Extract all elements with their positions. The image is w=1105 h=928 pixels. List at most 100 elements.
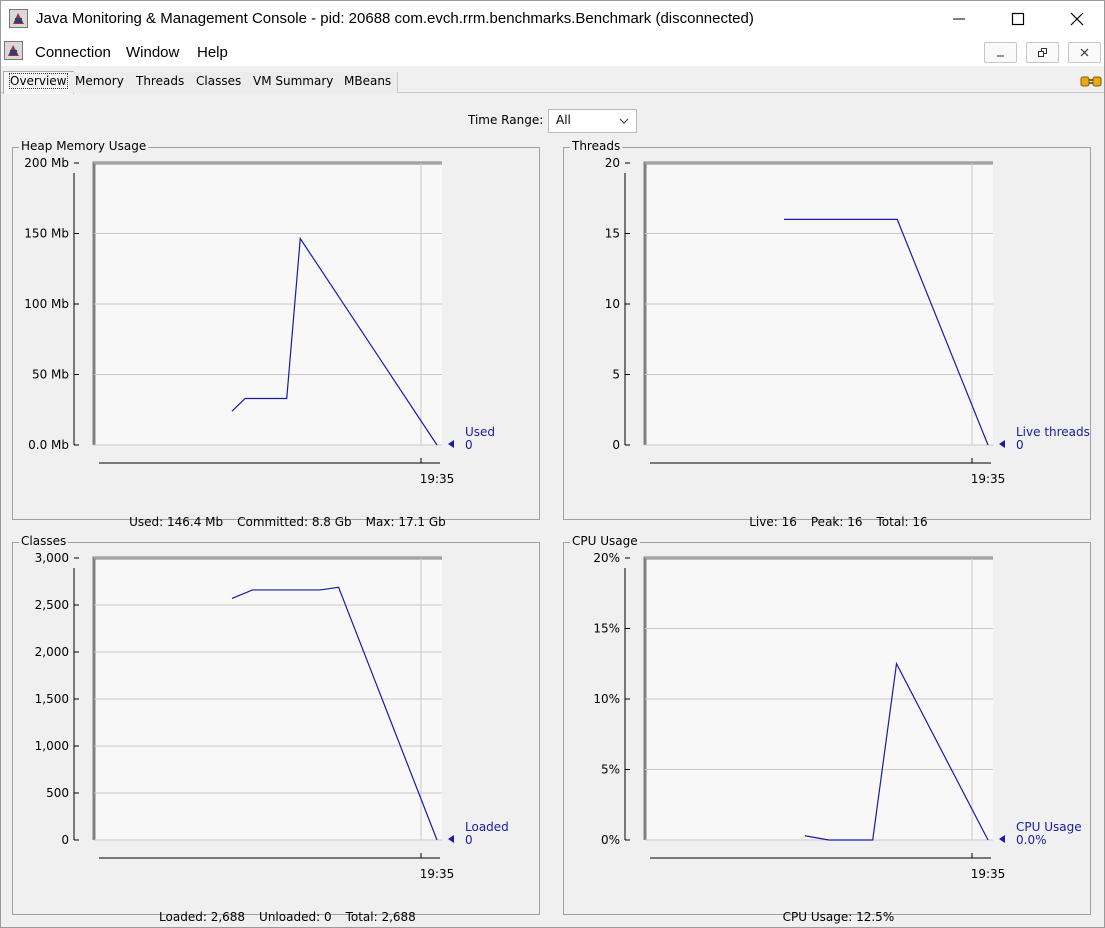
cpu-usage-panel: CPU Usage 0% 5% 10% 15% 20% 19:35 CPU Usage 0.0… [563, 534, 1091, 924]
y-tick-label: 200 Mb [24, 156, 69, 170]
minimize-icon [953, 18, 965, 20]
y-tick-label: 10% [593, 692, 620, 706]
x-tick-label: 19:35 [971, 867, 1006, 881]
close-button[interactable] [1048, 1, 1104, 38]
y-tick-label: 2,500 [35, 598, 69, 612]
tab-label: Overview [9, 73, 68, 89]
y-tick-label: 1,000 [35, 739, 69, 753]
internal-minimize-button[interactable] [984, 42, 1017, 63]
series-line [231, 586, 438, 841]
y-tick-label: 0 [612, 438, 620, 452]
y-tick-label: 20 [605, 156, 620, 170]
y-tick-label: 20% [593, 551, 620, 565]
chevron-down-icon [619, 118, 629, 124]
legend-label: Used [465, 425, 495, 439]
footer-committed: Committed: 8.8 Gb [237, 515, 352, 529]
time-range-value: All [556, 113, 571, 127]
footer-unloaded: Unloaded: 0 [259, 910, 332, 924]
internal-restore-button[interactable] [1026, 42, 1059, 63]
close-icon [1080, 48, 1089, 57]
tab-label: Classes [196, 74, 242, 88]
footer-cpu-usage: CPU Usage: 12.5% [782, 910, 895, 924]
legend-value: 0 [1016, 438, 1024, 452]
y-tick-label: 50 Mb [32, 368, 69, 382]
legend-value: 0 [465, 833, 473, 847]
footer-total: Total: 2,688 [345, 910, 416, 924]
y-tick-label: 15% [593, 622, 620, 636]
legend-value: 0.0% [1016, 833, 1047, 847]
internal-close-button[interactable] [1068, 42, 1101, 63]
menu-help[interactable]: Help [197, 44, 228, 61]
tab-overview[interactable]: Overview [3, 71, 74, 94]
footer-max: Max: 17.1 Gb [365, 515, 446, 529]
y-tick-label: 15 [605, 227, 620, 241]
classes-panel: Classes 0 500 1,000 1,500 2,000 2,500 3,000 19:… [12, 534, 540, 924]
y-tick-label: 5% [601, 763, 620, 777]
threads-panel: Threads 0 5 10 15 20 19:35 Live threads 0 Live:… [563, 139, 1091, 529]
panel-title: Classes [19, 534, 69, 548]
y-tick-label: 0.0 Mb [28, 438, 69, 452]
java-app-icon[interactable] [4, 41, 23, 60]
classes-chart: 0 500 1,000 1,500 2,000 2,500 3,000 19:35 Loaded… [35, 551, 509, 881]
y-tick-label: 5 [612, 368, 620, 382]
legend-marker-icon [999, 835, 1005, 843]
panel-title: Heap Memory Usage [19, 139, 149, 153]
panel-title: Threads [570, 139, 623, 153]
footer-live: Live: 16 [749, 515, 797, 529]
menu-connection[interactable]: Connection [35, 44, 111, 61]
tab-bar: Overview Memory Threads Classes VM Summa… [1, 67, 1104, 94]
legend-label: Loaded [465, 820, 509, 834]
y-tick-label: 0% [601, 833, 620, 847]
tab-label: Memory [75, 74, 124, 88]
tab-vm-summary[interactable]: VM Summary [247, 72, 341, 93]
maximize-icon [1011, 12, 1025, 26]
footer-peak: Peak: 16 [810, 515, 863, 529]
series-line [804, 661, 989, 841]
y-tick-label: 3,000 [35, 551, 69, 565]
java-app-icon [9, 9, 28, 28]
footer-total: Total: 16 [876, 515, 928, 529]
maximize-button[interactable] [989, 1, 1047, 38]
x-tick-label: 19:35 [971, 472, 1006, 486]
close-icon [1070, 12, 1084, 26]
x-tick-label: 19:35 [420, 472, 455, 486]
cpu-usage-footer: CPU Usage: 12.5% [564, 896, 1090, 927]
legend-value: 0 [465, 438, 473, 452]
menu-window[interactable]: Window [126, 44, 180, 61]
time-range-label: Time Range: [468, 113, 544, 127]
y-tick-label: 0 [61, 833, 69, 847]
minimize-button[interactable] [930, 1, 988, 38]
classes-footer: Loaded: 2,688 Unloaded: 0 Total: 2,688 [13, 896, 539, 927]
panel-title: CPU Usage [570, 534, 640, 548]
threads-footer: Live: 16 Peak: 16 Total: 16 [564, 501, 1090, 543]
y-tick-label: 100 Mb [24, 297, 69, 311]
legend-marker-icon [999, 440, 1005, 448]
tab-memory[interactable]: Memory [69, 72, 131, 93]
tab-label: MBeans [344, 74, 392, 88]
tab-mbeans[interactable]: MBeans [338, 72, 399, 93]
footer-loaded: Loaded: 2,688 [159, 910, 246, 924]
heap-memory-footer: Used: 146.4 Mb Committed: 8.8 Gb Max: 17.1… [13, 501, 539, 543]
tab-label: VM Summary [253, 74, 334, 88]
tab-classes[interactable]: Classes [190, 72, 249, 93]
y-tick-label: 150 Mb [24, 227, 69, 241]
series-line [784, 218, 989, 446]
y-tick-label: 2,000 [35, 645, 69, 659]
tab-threads[interactable]: Threads [130, 72, 192, 93]
time-range-select[interactable]: All [548, 109, 637, 133]
connection-status-icon[interactable] [1080, 73, 1102, 90]
title-bar: Java Monitoring & Management Console - p… [1, 1, 1104, 38]
legend-label: Live threads [1016, 425, 1090, 439]
menu-bar: Connection Window Help [1, 38, 1104, 66]
window-title: Java Monitoring & Management Console - p… [36, 10, 754, 27]
y-tick-label: 1,500 [35, 692, 69, 706]
x-tick-label: 19:35 [420, 867, 455, 881]
restore-icon [1038, 48, 1047, 57]
y-tick-label: 500 [46, 786, 69, 800]
footer-used: Used: 146.4 Mb [129, 515, 224, 529]
y-tick-label: 10 [605, 297, 620, 311]
